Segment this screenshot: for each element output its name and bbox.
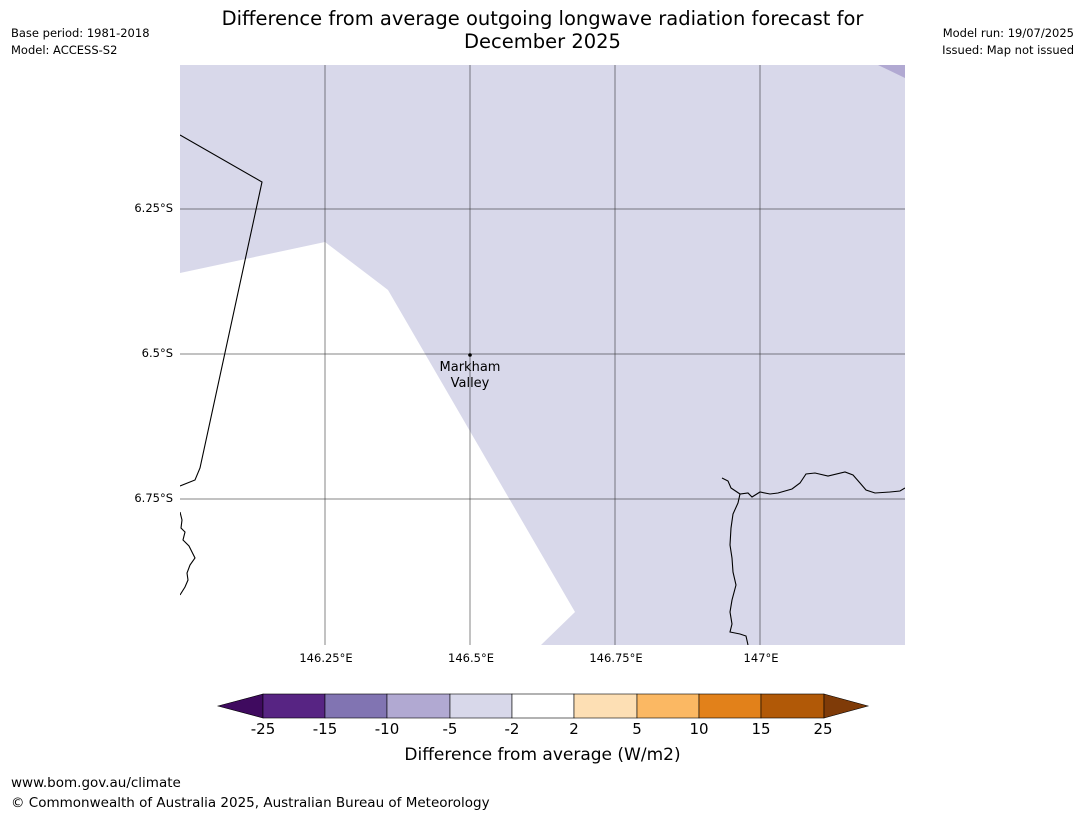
lon-label: 146.25°E (299, 651, 353, 665)
lon-label: 147°E (743, 651, 779, 665)
graticule (180, 65, 905, 645)
river (729, 493, 749, 645)
coastline-and-borders (180, 134, 905, 645)
colorbar-tick-label: -25 (250, 720, 276, 738)
metadata-left: Base period: 1981-2018 Model: ACCESS-S2 (11, 25, 150, 59)
colorbar-extend-low (216, 693, 264, 719)
colorbar-segment (698, 693, 762, 719)
colorbar-segment (262, 693, 326, 719)
footer-copyright: © Commonwealth of Australia 2025, Austra… (11, 795, 490, 811)
place-label: Markham Valley (440, 360, 501, 392)
colorbar-tick-label: 10 (689, 720, 709, 738)
footer-url: www.bom.gov.au/climate (11, 775, 181, 791)
colorbar-segment (636, 693, 700, 719)
model-name: Model: ACCESS-S2 (11, 43, 118, 57)
anomaly-region-stronger (878, 65, 905, 78)
colorbar-tick-label: 2 (569, 720, 579, 738)
colorbar-tick-label: -15 (312, 720, 338, 738)
metadata-right: Model run: 19/07/2025 Issued: Map not is… (942, 25, 1074, 59)
lon-label: 146.5°E (448, 651, 494, 665)
colorbar-title: Difference from average (W/m2) (404, 745, 681, 765)
lat-label: 6.75°S (134, 491, 173, 505)
colorbar-tick-label: 25 (813, 720, 833, 738)
lat-label: 6.25°S (134, 201, 173, 215)
colorbar-tick-label: -2 (504, 720, 520, 738)
place-label-line2: Valley (450, 376, 490, 391)
place-marker (468, 353, 472, 357)
colorbar-segment (449, 693, 513, 719)
colorbar-segment (760, 693, 825, 719)
colorbar-segment (573, 693, 638, 719)
anomaly-region (180, 65, 905, 645)
colorbar-tick-label: 15 (751, 720, 771, 738)
colorbar-tick-label: -10 (374, 720, 400, 738)
lon-label: 146.75°E (589, 651, 643, 665)
lat-label: 6.5°S (141, 346, 173, 360)
colorbar-tick-label: 5 (632, 720, 642, 738)
colorbar-segment (511, 693, 575, 719)
colorbar-segment (386, 693, 451, 719)
map-title: Difference from average outgoing longwav… (221, 7, 864, 53)
base-period: Base period: 1981-2018 (11, 26, 150, 40)
issued-status: Issued: Map not issued (942, 43, 1074, 57)
model-run: Model run: 19/07/2025 (942, 26, 1074, 40)
coastline-west (180, 511, 196, 596)
coastline-east (721, 471, 905, 498)
place-label-line1: Markham (439, 360, 501, 375)
colorbar-extend-high (823, 693, 870, 719)
border-line (180, 134, 263, 487)
colorbar (216, 693, 870, 719)
colorbar-tick-label: -5 (442, 720, 458, 738)
colorbar-segment (324, 693, 388, 719)
